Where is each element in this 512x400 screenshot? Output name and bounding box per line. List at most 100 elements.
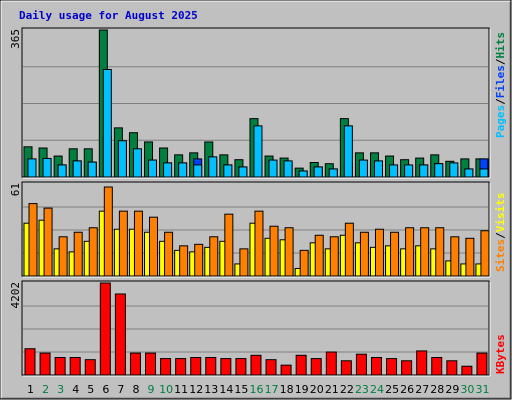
- hits-legend-part: /: [494, 98, 507, 105]
- day-label: 18: [280, 383, 294, 396]
- pages-bar: [117, 140, 127, 178]
- kbytes-bar: [114, 293, 126, 376]
- sites-bar: [435, 227, 445, 277]
- sites-bar: [450, 236, 460, 277]
- pages-bar: [464, 168, 474, 178]
- kbytes-bar: [190, 356, 202, 376]
- day-label: 13: [204, 383, 218, 396]
- hits-legend: Pages/Files/Hits: [494, 32, 507, 138]
- kbytes-bar: [220, 358, 232, 376]
- pages-bar: [358, 159, 368, 178]
- day-label: 6: [102, 383, 109, 396]
- kbytes-bar: [295, 354, 307, 376]
- sites-bar: [73, 231, 83, 277]
- kbytes-bar: [265, 359, 277, 376]
- kbytes-bar: [39, 352, 51, 376]
- sites-bar: [133, 210, 143, 277]
- day-label: 16: [250, 383, 264, 396]
- sites-bar: [329, 236, 339, 277]
- pages-bar: [148, 159, 158, 178]
- day-label: 11: [174, 383, 188, 396]
- pages-bar: [434, 163, 444, 178]
- day-label: 24: [370, 383, 384, 396]
- day-label: 25: [385, 383, 399, 396]
- sites-bar: [284, 227, 294, 277]
- kbytes-bar: [54, 356, 66, 376]
- hits-legend-part: Hits: [494, 32, 507, 59]
- kbytes-bar: [99, 282, 111, 376]
- pages-bar: [328, 168, 338, 178]
- kbytes-axis-max-label: 4202: [9, 282, 22, 309]
- pages-bar: [419, 164, 429, 178]
- hits-legend-part: /: [494, 58, 507, 65]
- visits-axis-max-label: 61: [9, 183, 22, 196]
- pages-bar: [343, 125, 353, 178]
- sites-bar: [390, 231, 400, 277]
- sites-bar: [420, 227, 430, 277]
- day-label: 10: [159, 383, 173, 396]
- kbytes-bar: [205, 356, 217, 376]
- kbytes-legend: KBytes: [494, 334, 507, 374]
- visits-legend: Sites/Visits: [494, 193, 507, 273]
- pages-bar: [238, 166, 248, 178]
- kbytes-bar: [280, 364, 292, 376]
- pages-bar: [449, 162, 459, 178]
- kbytes-bar: [370, 356, 382, 376]
- day-label: 15: [234, 383, 248, 396]
- sites-bar: [88, 227, 98, 277]
- day-label: 14: [219, 383, 233, 396]
- pages-bar: [479, 168, 489, 178]
- sites-bar: [149, 216, 159, 277]
- sites-bar: [239, 248, 249, 277]
- kbytes-bar: [160, 358, 172, 376]
- pages-bar: [27, 158, 37, 178]
- sites-bar: [254, 210, 264, 277]
- kbytes-bar: [129, 352, 141, 376]
- kbytes-panel: 4202: [9, 280, 491, 377]
- hits-files-pages-panel: 365: [9, 27, 491, 179]
- chart-title: Daily usage for August 2025: [19, 9, 198, 22]
- sites-bar: [314, 234, 324, 277]
- sites-bar: [118, 210, 128, 277]
- day-label: 5: [87, 383, 94, 396]
- day-label: 19: [295, 383, 309, 396]
- day-label: 7: [117, 383, 124, 396]
- day-label: 28: [430, 383, 444, 396]
- sites-bar: [269, 225, 279, 277]
- pages-bar: [389, 164, 399, 178]
- sites-bar: [480, 230, 490, 277]
- sites-bar: [465, 237, 475, 277]
- day-label: 29: [445, 383, 459, 396]
- day-label: 4: [72, 383, 79, 396]
- day-label: 8: [132, 383, 139, 396]
- sites-bar: [164, 231, 174, 277]
- kbytes-bar: [476, 352, 488, 376]
- pages-bar: [313, 166, 323, 178]
- kbytes-bar: [84, 359, 96, 376]
- kbytes-bar: [69, 356, 81, 376]
- kbytes-bar: [175, 358, 187, 376]
- pages-bar: [178, 162, 188, 178]
- sites-bar: [374, 228, 384, 277]
- sites-bar: [28, 203, 38, 277]
- day-label: 26: [400, 383, 414, 396]
- pages-bar: [268, 159, 278, 178]
- kbytes-bar: [431, 356, 443, 376]
- pages-bar: [57, 164, 67, 178]
- pages-bar: [404, 164, 414, 178]
- kbytes-bar: [235, 358, 247, 376]
- day-label: 3: [57, 383, 64, 396]
- sites-bar: [209, 236, 219, 277]
- kbytes-bar: [250, 354, 262, 376]
- hits-legend-part: Files: [494, 65, 507, 98]
- sites-bar: [58, 236, 68, 277]
- kbytes-bar: [325, 351, 337, 376]
- day-label: 12: [189, 383, 203, 396]
- pages-bar: [102, 68, 112, 178]
- day-label: 9: [148, 383, 155, 396]
- hits-axis-max-label: 365: [9, 29, 22, 49]
- sites-bar: [194, 243, 204, 277]
- visits-legend-part: /: [494, 232, 507, 239]
